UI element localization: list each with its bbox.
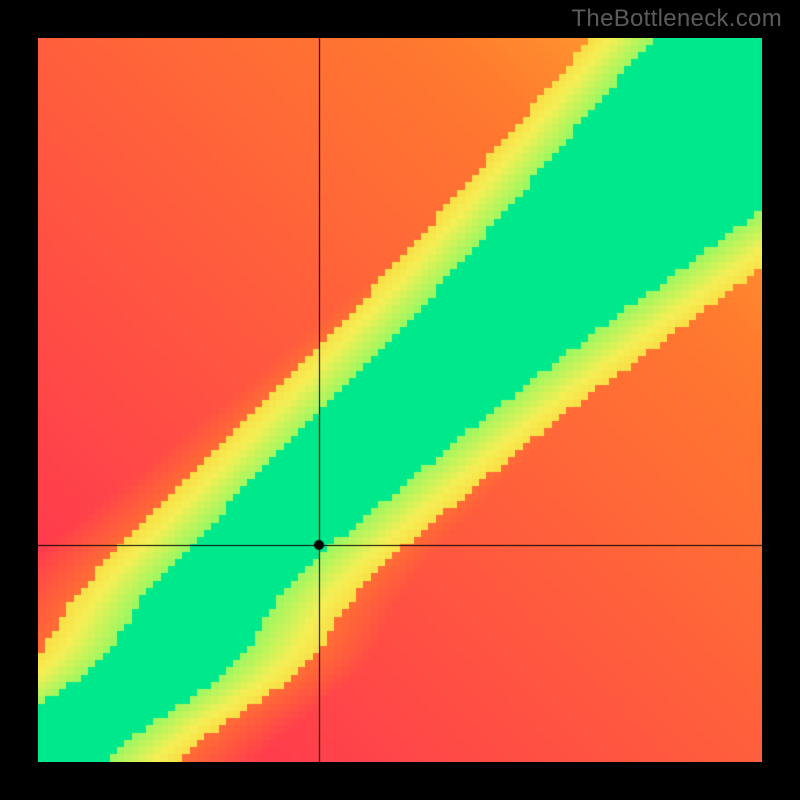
source-watermark: TheBottleneck.com xyxy=(571,5,782,33)
heatmap-canvas xyxy=(38,38,762,762)
heatmap-plot xyxy=(38,38,762,762)
chart-frame: { "source_title": "TheBottleneck.com", "… xyxy=(0,0,800,800)
